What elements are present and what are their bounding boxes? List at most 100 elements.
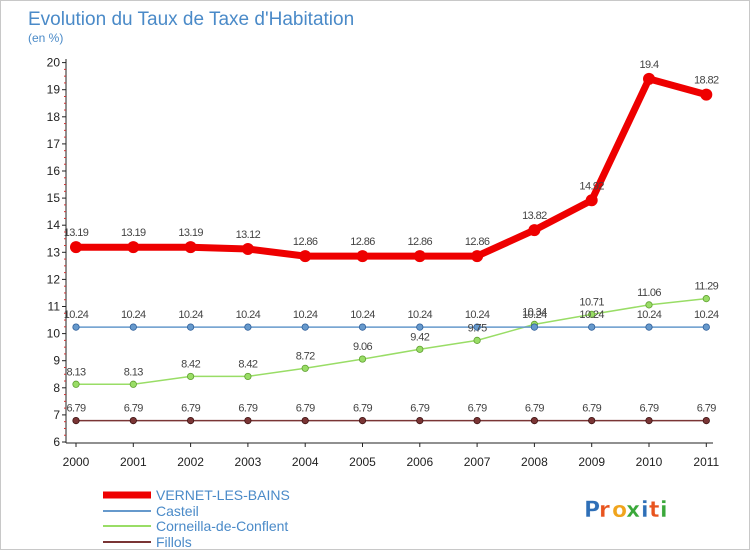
y-tick-label: 10 [47,327,61,341]
logo-letter: i [660,498,668,523]
data-label: 9.75 [468,322,487,334]
data-point [471,250,484,263]
x-tick-label: 2010 [636,455,663,469]
x-tick-label: 2008 [521,455,548,469]
y-tick-label: 9 [53,354,60,368]
data-point [129,380,137,388]
data-point [588,310,596,318]
data-label: 18.82 [694,75,719,87]
y-tick-label: 19 [47,83,61,97]
logo-letter: i [641,498,649,523]
logo-letter: o [612,498,627,523]
data-label: 6.79 [697,403,716,415]
data-label: 10.24 [121,309,146,321]
series-1 [72,323,710,331]
data-point [301,323,309,331]
x-tick-label: 2007 [464,455,491,469]
data-point [645,323,653,331]
data-point [416,416,424,425]
series-line [75,297,708,386]
data-label: 6.79 [468,403,487,415]
data-label: 13.82 [522,210,547,222]
data-label: 13.12 [236,229,261,241]
data-point [585,194,598,207]
data-point [72,323,80,331]
data-label: 6.79 [639,403,658,415]
data-point [356,250,369,263]
x-tick-label: 2002 [177,455,204,469]
data-point [413,250,426,263]
logo-letter: r [599,498,610,523]
data-point [473,336,481,344]
data-point [299,250,312,263]
data-point [358,323,367,331]
y-tick-label: 11 [48,300,61,314]
data-label: 8.13 [66,366,85,378]
y-tick-label: 7 [53,408,60,422]
data-label: 12.86 [465,236,490,248]
data-point [184,241,197,254]
data-label: 8.72 [296,350,315,362]
data-label: 6.79 [296,403,315,415]
data-label: 6.79 [353,403,372,415]
logo-letter: P [584,498,600,523]
x-tick-label: 2009 [578,455,605,469]
data-point [358,355,367,363]
data-point [127,241,140,254]
data-point [70,241,82,254]
data-point [129,323,137,331]
data-point [528,224,541,237]
y-tick-label: 17 [47,137,61,151]
x-tick-label: 2006 [406,455,433,469]
data-label: 12.86 [350,236,375,248]
data-label: 10.24 [293,309,318,321]
data-label: 6.79 [410,403,429,415]
y-tick-label: 18 [47,110,61,124]
data-label: 11.29 [694,281,718,293]
data-label: 10.24 [178,309,203,321]
x-tick-label: 2004 [292,455,319,469]
data-point [244,416,252,425]
data-label: 10.24 [465,309,490,321]
chart-subtitle: (en %) [28,31,63,45]
data-labels: 13.19 13.19 13.19 13.12 12.86 12.86 12.86 12.86… [64,59,720,415]
data-label: 14.92 [579,180,604,192]
data-point [588,323,596,331]
series-2 [72,295,710,388]
data-label: 11.06 [637,287,661,299]
data-label: 10.24 [64,309,89,321]
data-label: 10.24 [694,309,719,321]
y-tick-label: 8 [53,381,60,395]
data-point [643,72,655,85]
data-point [244,323,252,331]
data-label: 13.19 [121,227,146,239]
legend: VERNET-LES-BAINSCasteilCorneilla-de-Conf… [103,487,290,550]
series-line [72,75,710,260]
data-label: 9.06 [353,341,372,353]
data-point [244,372,252,381]
data-point [187,372,195,381]
y-tick-label: 13 [47,245,61,259]
legend-label: Corneilla-de-Conflent [156,518,288,534]
data-label: 10.24 [522,309,547,321]
data-point [645,301,653,309]
y-tick-label: 20 [47,56,61,70]
x-tick-label: 2011 [693,455,719,469]
data-point [702,295,710,303]
data-point [416,345,424,353]
logo-letter: x [626,498,640,523]
y-tick-label: 12 [47,272,61,286]
data-point [702,416,710,425]
data-label: 10.24 [579,309,604,321]
data-point [241,243,254,256]
y-tick-label: 16 [47,164,61,178]
y-tick-label: 15 [47,191,61,205]
data-point [187,323,195,331]
data-point [645,416,653,425]
data-point [358,416,367,425]
data-point [473,416,481,425]
logo-letter: t [649,498,660,523]
data-label: 6.79 [66,403,85,415]
x-tick-label: 2000 [63,455,90,469]
